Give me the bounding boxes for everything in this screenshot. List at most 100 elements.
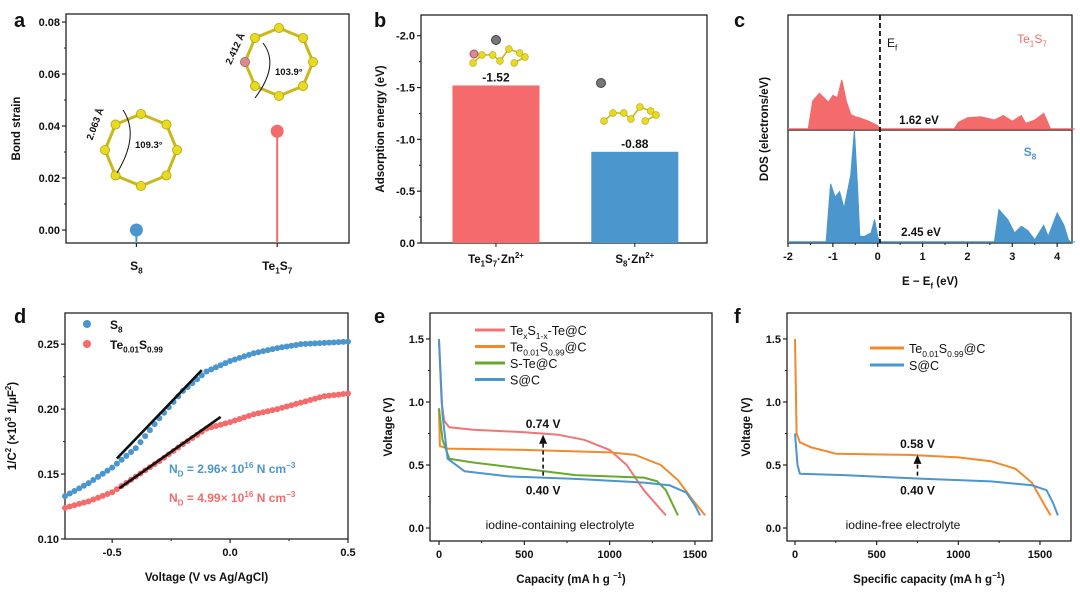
fermi-label: Ef — [887, 36, 898, 53]
text-run: 0.58 V — [900, 437, 935, 451]
arrow-head-icon — [913, 454, 922, 464]
data-point — [278, 404, 285, 411]
panel-e: e Voltage (V) Capacity (mA h g −1) 0 500 1000… — [374, 306, 713, 586]
data-label: -0.88 — [621, 137, 649, 151]
x-tick-label: 0 — [875, 251, 881, 263]
y-tick-label: 0.10 — [38, 534, 59, 546]
text-run: 7 — [493, 259, 497, 268]
panel-letter: c — [734, 10, 745, 32]
text-run: Voltage (V) — [383, 397, 395, 456]
y-axis-title: 1/C2 (×103 1/μF2) — [4, 382, 19, 470]
data-point — [241, 414, 248, 421]
s-atom — [521, 53, 529, 61]
data-point — [241, 353, 248, 360]
data-point — [283, 403, 290, 410]
data-point — [274, 406, 281, 413]
y-tick-label: 0.0 — [400, 238, 415, 250]
s-atom — [298, 81, 309, 92]
x-axis-title: Voltage (V vs Ag/AgCl) — [145, 572, 268, 584]
angle-label: 103.9° — [275, 67, 303, 78]
y-axis-title: Adsorption energy (eV) — [375, 65, 387, 192]
text-run: Adsorption energy (eV) — [375, 65, 387, 192]
text-run: ·Zn — [627, 254, 645, 266]
text-run: @C — [565, 341, 587, 355]
data-point — [208, 366, 215, 373]
text-run: 0.20 — [38, 404, 59, 416]
data-point — [335, 391, 342, 398]
text-run: -1.0 — [396, 134, 415, 146]
series-line-3 — [438, 338, 701, 516]
data-point — [99, 470, 106, 477]
plot-frame — [429, 312, 713, 542]
text-run: E − E — [902, 276, 931, 288]
text-run: 0.0 — [409, 523, 424, 535]
angle-label: 109.3° — [135, 140, 163, 151]
data-point — [109, 464, 116, 471]
s-atom — [636, 103, 644, 111]
data-label: -1.52 — [482, 70, 510, 84]
electrolyte-note: iodine-free electrolyte — [846, 518, 961, 532]
text-run: 0.5 — [409, 460, 424, 472]
data-point — [264, 408, 271, 415]
data-point — [66, 503, 73, 510]
text-run: 3 — [4, 416, 13, 421]
voltage-label-low: 0.40 V — [900, 484, 935, 498]
panel-letter: b — [374, 10, 386, 32]
text-run: f — [930, 281, 933, 290]
data-point — [245, 351, 252, 358]
band-gap-label: 2.45 eV — [901, 227, 941, 239]
x-tick-label: 3 — [1009, 251, 1015, 263]
data-point — [85, 480, 92, 487]
y-tick-label: 0.5 — [409, 460, 424, 472]
data-point-1 — [270, 124, 284, 138]
data-point — [137, 439, 144, 446]
band-gap-label: 1.62 eV — [899, 115, 939, 127]
panel-letter: a — [14, 10, 26, 32]
text-run: S-Te@C — [510, 357, 557, 371]
legend-label: S-Te@C — [510, 357, 557, 371]
x-tick-label: 1500 — [683, 549, 707, 561]
data-point — [311, 340, 318, 347]
text-run: 0.0 — [222, 547, 237, 559]
data-point — [326, 392, 333, 399]
series-line-1 — [438, 408, 706, 517]
s-atom — [600, 117, 608, 125]
text-run: 1500 — [683, 549, 707, 561]
bond-length-label: 2.063 Å — [85, 107, 107, 142]
text-run: S@C — [510, 374, 540, 388]
data-point — [231, 417, 238, 424]
legend-label: S@C — [909, 359, 939, 373]
x-tick-label: -1 — [828, 251, 838, 263]
dos-area-1 — [788, 129, 1076, 243]
data-point — [212, 423, 219, 429]
dos-area-0 — [805, 79, 1076, 130]
y-tick-label: 0.25 — [38, 339, 59, 351]
text-run: 1500 — [1028, 549, 1052, 561]
s-atom — [646, 107, 655, 115]
x-tick-label: S8 — [130, 259, 143, 276]
data-point — [80, 499, 87, 506]
s-atom — [627, 115, 635, 123]
data-point — [297, 399, 304, 406]
data-point — [316, 394, 323, 401]
s-atom — [496, 57, 504, 65]
text-run: 4 — [1054, 251, 1061, 263]
data-point — [217, 362, 224, 369]
data-point — [71, 502, 78, 509]
text-run: f — [895, 44, 898, 53]
data-point — [340, 391, 347, 398]
data-point — [330, 392, 337, 399]
text-run: b — [374, 10, 386, 32]
s-atom — [171, 144, 182, 155]
data-point — [293, 400, 300, 407]
data-point — [118, 456, 125, 463]
x-tick-label: 0 — [792, 549, 798, 561]
s-atom — [515, 49, 524, 57]
x-tick-label: 4 — [1054, 251, 1061, 263]
x-tick-label: 1000 — [946, 549, 970, 561]
text-run: = 2.96× 10 — [184, 462, 245, 476]
text-run: N cm — [253, 462, 286, 476]
y-tick-label: 1.5 — [409, 334, 424, 346]
data-point — [316, 340, 323, 347]
data-point — [109, 489, 116, 496]
